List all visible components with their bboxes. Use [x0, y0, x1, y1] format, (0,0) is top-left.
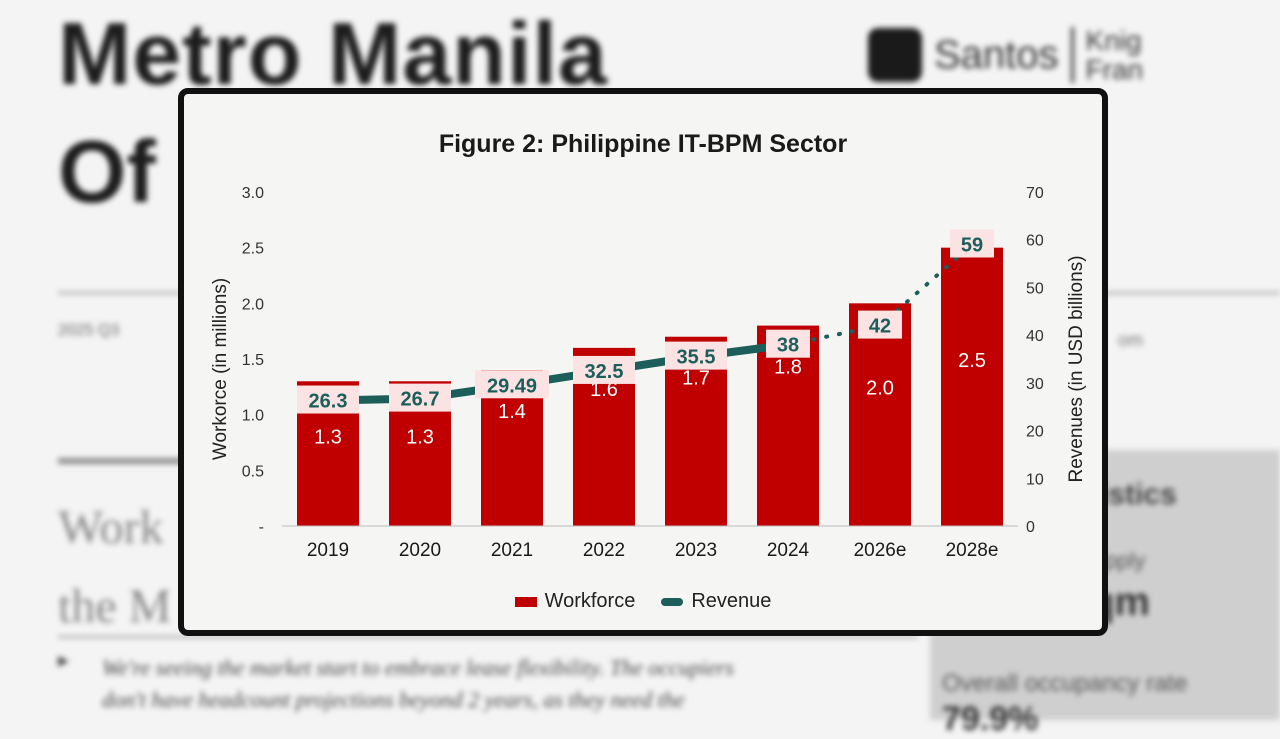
category-label: 2023 — [675, 540, 717, 561]
right-axis-tick: 20 — [1026, 424, 1044, 441]
logo-divider — [1070, 27, 1074, 84]
right-axis-tick: 40 — [1026, 328, 1044, 345]
revenue-value-label: 38 — [777, 335, 799, 357]
bg-title: Metro Manila — [58, 4, 608, 103]
category-label: 2024 — [767, 540, 810, 561]
category-label: 2028e — [946, 540, 999, 561]
revenue-label-box — [950, 229, 994, 258]
chart-card: Figure 2: Philippine IT-BPM Sector - 0.5 1… — [178, 88, 1108, 636]
bg-section-heading: Work the M — [58, 488, 171, 646]
left-axis-tick: 3.0 — [242, 185, 264, 202]
legend-label-workforce: Workforce — [544, 590, 636, 612]
left-axis-tick: 0.5 — [242, 463, 264, 480]
left-axis-tick: 1.0 — [242, 408, 264, 425]
chart-plot: - 0.5 1.0 1.5 2.0 2.5 3.0 0 10 20 30 40 50 60 70 Workor… — [210, 185, 1087, 561]
bar-value-label: 1.4 — [498, 401, 526, 423]
legend-label-revenue: Revenue — [691, 590, 772, 612]
chart-title: Figure 2: Philippine IT-BPM Sector — [438, 130, 848, 158]
bar-workforce — [757, 325, 819, 526]
category-label: 2020 — [399, 540, 441, 561]
legend-swatch-workforce — [514, 596, 537, 607]
left-axis-tick: - — [259, 519, 264, 536]
bar-value-label: 1.6 — [590, 379, 618, 401]
revenue-value-label: 29.49 — [487, 375, 537, 397]
bg-logo-kf: Knig Fran — [1086, 26, 1144, 85]
bar-value-label: 1.7 — [682, 368, 710, 390]
revenue-label-box — [766, 329, 810, 358]
revenue-value-label: 42 — [869, 316, 891, 338]
revenue-label-box — [389, 383, 451, 412]
revenue-value-label: 32.5 — [585, 361, 624, 383]
bg-bullet-line1: We're seeing the market start to embrace… — [102, 655, 734, 680]
left-axis-tick: 2.5 — [242, 241, 264, 258]
bg-heading-line1: Work — [58, 501, 164, 554]
left-axis-tick: 2.0 — [242, 296, 264, 313]
revenue-label-box — [573, 355, 635, 384]
bg-side-label1: pply — [1105, 548, 1146, 573]
revenue-value-label: 26.3 — [309, 391, 348, 413]
bg-logo-text: Santos — [934, 32, 1059, 77]
right-axis-tick: 60 — [1026, 233, 1044, 250]
right-axis-tick: 30 — [1026, 376, 1044, 393]
right-axis-label: Revenues (in USD billions) — [1066, 255, 1087, 482]
left-axis-tick: 1.5 — [242, 352, 264, 369]
bg-bullet-text: We're seeing the market start to embrace… — [58, 652, 888, 716]
bg-logo-text3: Fran — [1085, 54, 1144, 86]
revenue-value-label: 26.7 — [401, 389, 440, 411]
category-label: 2021 — [491, 540, 533, 561]
chart-legend: Workforce Revenue — [184, 590, 1102, 613]
revenue-label-box — [858, 310, 902, 339]
bar-workforce — [941, 247, 1003, 526]
bar-value-label: 1.3 — [406, 426, 434, 448]
category-label: 2026e — [854, 540, 907, 561]
right-axis-tick: 50 — [1026, 280, 1044, 297]
bg-bullet-line2: don't have headcount projections beyond … — [102, 686, 685, 712]
bg-logo-text2: Knig — [1085, 25, 1142, 56]
category-label: 2019 — [307, 540, 349, 561]
revenue-value-label: 35.5 — [677, 347, 716, 369]
logo-mark-icon — [868, 28, 922, 83]
legend-swatch-revenue — [661, 597, 684, 606]
revenue-label-box — [297, 385, 359, 414]
bg-title-line2: Of — [58, 122, 156, 221]
right-axis-tick: 70 — [1026, 185, 1044, 202]
bar-value-label: 2.0 — [866, 378, 894, 400]
bg-divider-2 — [58, 636, 918, 638]
legend-item-workforce: Workforce — [514, 590, 636, 613]
legend-item-revenue: Revenue — [661, 590, 771, 613]
right-axis-tick: 10 — [1026, 471, 1044, 488]
category-label: 2022 — [583, 540, 625, 561]
bar-value-label: 1.8 — [774, 357, 802, 379]
revenue-label-box — [475, 370, 549, 399]
bg-heading-line2: the M — [58, 580, 172, 634]
bar-value-label: 1.3 — [314, 426, 342, 448]
left-axis-label: Workorce (in millions) — [210, 278, 231, 460]
bar-value-label: 2.5 — [958, 350, 986, 372]
bg-date: 2025 Q3 — [58, 322, 120, 339]
bg-right-fragment: om — [1118, 330, 1144, 350]
bg-side-label2: Overall occupancy rate — [942, 670, 1188, 697]
revenue-label-box — [665, 341, 727, 370]
right-axis-tick: 0 — [1026, 519, 1035, 536]
revenue-value-label: 59 — [961, 234, 983, 256]
bar-workforce — [849, 303, 911, 526]
bg-logo: Santos Knig Fran — [868, 26, 1143, 85]
